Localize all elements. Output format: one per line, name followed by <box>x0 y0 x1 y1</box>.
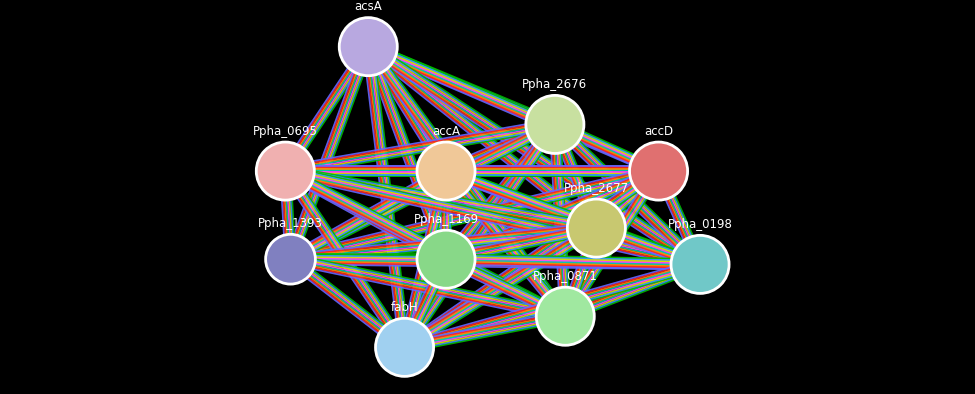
Circle shape <box>567 199 625 257</box>
Circle shape <box>375 318 434 376</box>
Circle shape <box>671 235 729 294</box>
Text: Ppha_1393: Ppha_1393 <box>258 217 323 230</box>
Text: acsA: acsA <box>354 0 382 13</box>
Circle shape <box>536 287 595 345</box>
Text: Ppha_2677: Ppha_2677 <box>564 182 629 195</box>
Text: Ppha_1169: Ppha_1169 <box>413 213 479 226</box>
Text: accD: accD <box>644 125 673 138</box>
Circle shape <box>256 142 314 200</box>
Text: Ppha_0871: Ppha_0871 <box>532 270 598 283</box>
Circle shape <box>417 142 475 200</box>
Text: fabH: fabH <box>391 301 418 314</box>
Circle shape <box>417 230 475 288</box>
Text: Ppha_0695: Ppha_0695 <box>253 125 318 138</box>
Circle shape <box>630 142 687 200</box>
Text: Ppha_0198: Ppha_0198 <box>668 218 732 231</box>
Circle shape <box>526 95 584 153</box>
Circle shape <box>265 234 315 284</box>
Text: accA: accA <box>432 125 460 138</box>
Circle shape <box>339 18 397 76</box>
Text: Ppha_2676: Ppha_2676 <box>523 78 588 91</box>
